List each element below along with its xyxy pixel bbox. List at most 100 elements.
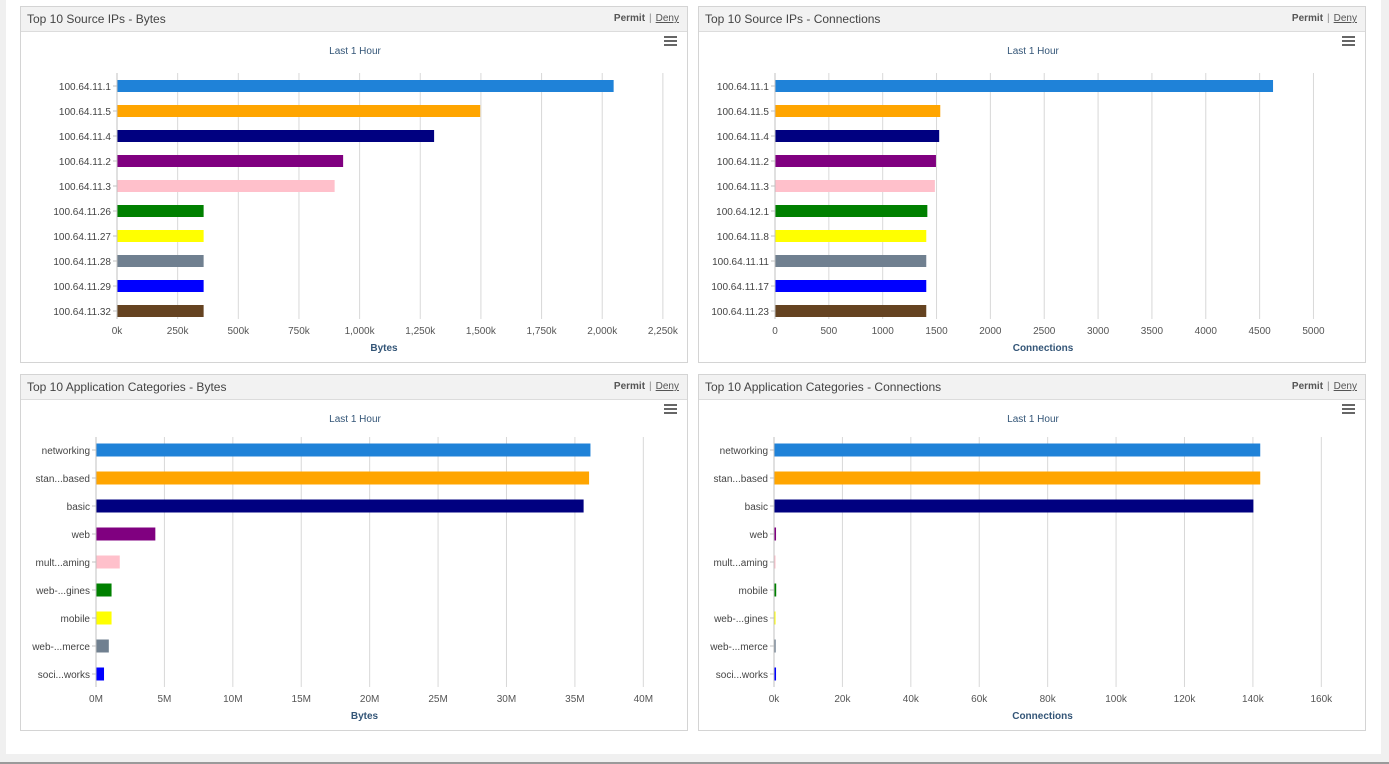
hamburger-menu-icon[interactable] bbox=[1342, 36, 1355, 47]
y-category-label: 100.64.11.1 bbox=[717, 82, 770, 93]
x-tick-label: 0k bbox=[769, 694, 781, 705]
bar[interactable] bbox=[117, 305, 204, 317]
x-tick-label: 40k bbox=[903, 694, 920, 705]
chart-panel: Top 10 Source IPs - Connections Permit | D… bbox=[698, 6, 1366, 363]
chart-subtitle: Last 1 Hour bbox=[329, 414, 381, 425]
bar[interactable] bbox=[774, 611, 776, 625]
x-tick-label: 20k bbox=[834, 694, 851, 705]
y-category-label: web-...gines bbox=[35, 586, 90, 597]
bar[interactable] bbox=[96, 555, 120, 569]
y-category-label: stan...based bbox=[714, 474, 768, 485]
bar[interactable] bbox=[117, 155, 344, 167]
hamburger-menu-icon[interactable] bbox=[1342, 404, 1355, 415]
bar[interactable] bbox=[96, 639, 109, 653]
bar[interactable] bbox=[774, 667, 777, 681]
deny-link[interactable]: Deny bbox=[655, 13, 679, 24]
bar[interactable] bbox=[775, 180, 935, 192]
y-category-label: 100.64.11.4 bbox=[59, 132, 112, 143]
chart-panel: Top 10 Source IPs - Bytes Permit | Deny La… bbox=[20, 6, 688, 363]
bar[interactable] bbox=[96, 471, 590, 485]
x-tick-label: 120k bbox=[1174, 694, 1197, 705]
x-tick-label: 1,500k bbox=[466, 326, 497, 337]
bar[interactable] bbox=[775, 230, 927, 242]
bar[interactable] bbox=[117, 230, 204, 242]
bar[interactable] bbox=[774, 583, 777, 597]
x-tick-label: 30M bbox=[497, 694, 516, 705]
bar[interactable] bbox=[96, 583, 112, 597]
y-category-label: soci...works bbox=[716, 670, 768, 681]
permit-deny-toggle: Permit | Deny bbox=[614, 381, 679, 392]
bar[interactable] bbox=[775, 305, 927, 317]
y-category-label: 100.64.11.11 bbox=[712, 257, 769, 268]
x-tick-label: 160k bbox=[1310, 694, 1333, 705]
bar[interactable] bbox=[775, 155, 936, 167]
y-category-label: 100.64.11.27 bbox=[53, 232, 111, 243]
bar[interactable] bbox=[96, 527, 156, 541]
bar[interactable] bbox=[117, 105, 481, 117]
bar[interactable] bbox=[96, 443, 591, 457]
x-tick-label: 2500 bbox=[1033, 326, 1056, 337]
x-tick-label: 10M bbox=[223, 694, 242, 705]
bar[interactable] bbox=[775, 130, 940, 142]
permit-deny-toggle: Permit | Deny bbox=[1292, 13, 1357, 24]
permit-link[interactable]: Permit bbox=[1291, 381, 1324, 392]
bar[interactable] bbox=[774, 555, 776, 569]
bar[interactable] bbox=[117, 80, 614, 92]
bar[interactable] bbox=[774, 471, 1261, 485]
y-category-label: web-...gines bbox=[713, 614, 768, 625]
y-category-label: 100.64.11.3 bbox=[717, 182, 770, 193]
x-tick-label: 140k bbox=[1242, 694, 1265, 705]
panel-header: Top 10 Application Categories - Connecti… bbox=[699, 375, 1365, 400]
bar[interactable] bbox=[775, 80, 1274, 92]
y-category-label: 100.64.11.29 bbox=[53, 282, 111, 293]
x-tick-label: 250k bbox=[167, 326, 190, 337]
bar[interactable] bbox=[774, 527, 777, 541]
y-category-label: web bbox=[71, 530, 91, 541]
deny-link[interactable]: Deny bbox=[655, 381, 679, 392]
bar[interactable] bbox=[96, 667, 105, 681]
x-tick-label: 35M bbox=[565, 694, 584, 705]
bar-chart: Last 1 Hour 0M 5M 10M 15M 20M 25M 30M 35M 40M netw… bbox=[31, 414, 653, 722]
y-category-label: soci...works bbox=[38, 670, 90, 681]
bar[interactable] bbox=[775, 255, 927, 267]
y-category-label: mobile bbox=[61, 614, 91, 625]
bar-chart: Last 1 Hour 0 500 1000 1500 2000 2500 3000 3500 4… bbox=[711, 46, 1325, 354]
bar[interactable] bbox=[775, 280, 927, 292]
bar[interactable] bbox=[117, 255, 204, 267]
y-category-label: 100.64.12.1 bbox=[716, 207, 769, 218]
bar[interactable] bbox=[117, 180, 335, 192]
y-category-label: 100.64.11.2 bbox=[717, 157, 770, 168]
panel-title: Top 10 Source IPs - Bytes bbox=[27, 12, 166, 26]
x-axis-title: Connections bbox=[1012, 711, 1073, 722]
permit-link[interactable]: Permit bbox=[1291, 13, 1324, 24]
bar[interactable] bbox=[775, 205, 928, 217]
x-tick-label: 20M bbox=[360, 694, 379, 705]
bar[interactable] bbox=[775, 105, 941, 117]
x-tick-label: 0M bbox=[89, 694, 103, 705]
bar[interactable] bbox=[117, 205, 204, 217]
x-axis-title: Connections bbox=[1013, 343, 1074, 354]
bar[interactable] bbox=[117, 280, 204, 292]
y-category-label: web-...merce bbox=[709, 642, 768, 653]
bar[interactable] bbox=[117, 130, 435, 142]
hamburger-menu-icon[interactable] bbox=[664, 36, 677, 47]
bar[interactable] bbox=[774, 639, 776, 653]
permit-link[interactable]: Permit bbox=[613, 13, 646, 24]
bar[interactable] bbox=[96, 611, 112, 625]
bar[interactable] bbox=[96, 499, 584, 513]
x-tick-label: 100k bbox=[1105, 694, 1128, 705]
x-tick-label: 40M bbox=[634, 694, 653, 705]
deny-link[interactable]: Deny bbox=[1333, 13, 1357, 24]
x-tick-label: 1,250k bbox=[405, 326, 436, 337]
deny-link[interactable]: Deny bbox=[1333, 381, 1357, 392]
hamburger-menu-icon[interactable] bbox=[664, 404, 677, 415]
bottom-divider bbox=[0, 762, 1389, 764]
bar[interactable] bbox=[774, 499, 1254, 513]
y-category-label: 100.64.11.1 bbox=[59, 82, 112, 93]
bar[interactable] bbox=[774, 443, 1261, 457]
panel-header: Top 10 Source IPs - Bytes Permit | Deny bbox=[21, 7, 687, 32]
x-tick-label: 1,750k bbox=[527, 326, 558, 337]
permit-deny-toggle: Permit | Deny bbox=[1292, 381, 1357, 392]
panel-title: Top 10 Source IPs - Connections bbox=[705, 12, 881, 26]
permit-link[interactable]: Permit bbox=[613, 381, 646, 392]
